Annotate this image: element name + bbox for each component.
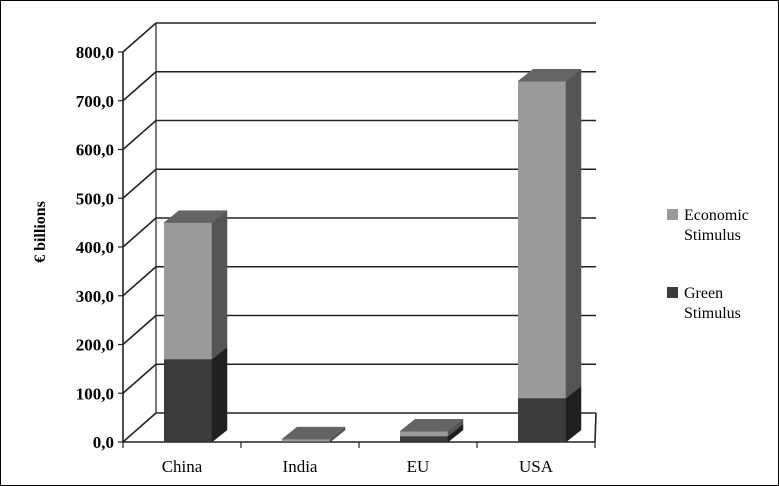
y-tick-label: 100,0 [76, 384, 114, 403]
bar-green-stimulus-india [282, 441, 330, 443]
y-tick-label: 500,0 [76, 189, 114, 208]
y-axis-title: € billions [32, 201, 49, 263]
bar-economic-stimulus-eu [400, 431, 448, 437]
bar-top-china [163, 210, 228, 223]
bar-side-green-stimulus-china [211, 346, 228, 443]
bar-side-economic-stimulus-china [211, 210, 228, 360]
floor-right-edge [594, 412, 597, 443]
bar-top-usa [517, 69, 582, 82]
y-tick-label: 300,0 [76, 287, 114, 306]
depth-gridline [122, 314, 157, 346]
depth-gridline [122, 71, 157, 102]
bar-economic-stimulus-usa [518, 81, 566, 399]
legend-swatch [667, 287, 678, 298]
depth-gridline [122, 168, 157, 199]
depth-gridline [122, 119, 157, 151]
depth-gridline [122, 217, 157, 248]
bar-top-india [281, 426, 346, 440]
y-tick-label: 800,0 [76, 43, 114, 62]
bar-green-stimulus-eu [400, 436, 448, 442]
x-tick-label: USA [519, 457, 554, 476]
bar-side-economic-stimulus-usa [565, 68, 582, 399]
depth-gridline [122, 22, 157, 53]
bar-economic-stimulus-china [164, 222, 212, 360]
depth-gridline [122, 412, 157, 443]
bar-economic-stimulus-india [282, 439, 330, 442]
depth-gridline [122, 363, 157, 394]
y-tick-label: 700,0 [76, 92, 114, 111]
x-tick-label: EU [407, 457, 430, 476]
bar-green-stimulus-china [164, 359, 212, 442]
bar-green-stimulus-usa [518, 398, 566, 442]
y-tick-label: 200,0 [76, 336, 114, 355]
y-tick-label: 400,0 [76, 238, 114, 257]
y-tick-label: 600,0 [76, 141, 114, 160]
x-tick-label: India [283, 457, 318, 476]
x-tick-label: China [162, 457, 203, 476]
bar-top-eu [399, 419, 464, 432]
legend-label: Economic Stimulus [684, 207, 749, 244]
depth-gridline [122, 266, 157, 297]
y-tick-label: 0,0 [93, 433, 114, 452]
legend-label: Green Stimulus [684, 285, 741, 322]
legend-swatch [667, 209, 678, 220]
